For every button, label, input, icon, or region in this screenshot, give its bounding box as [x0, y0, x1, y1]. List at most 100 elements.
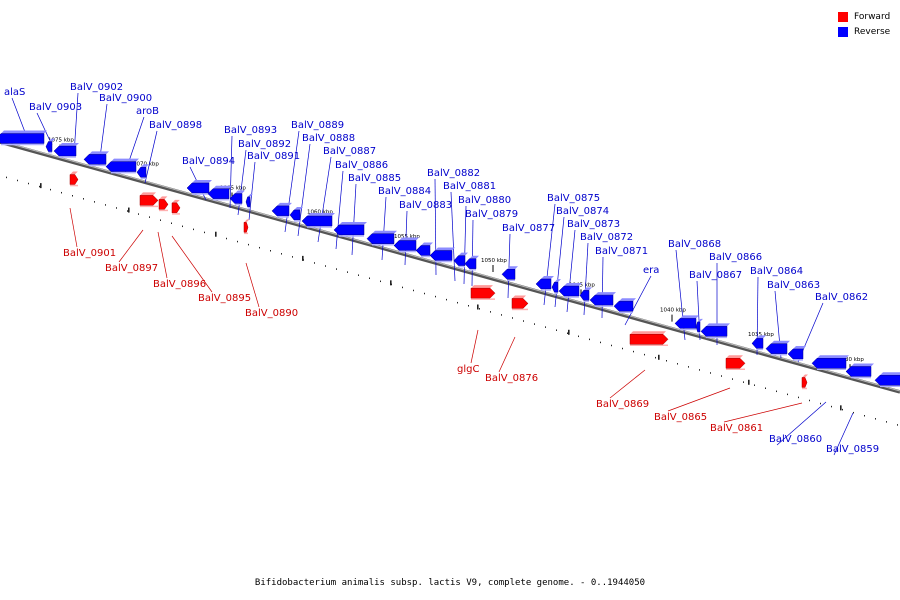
- reverse-gene-label[interactable]: aroB: [136, 106, 159, 117]
- reverse-gene-arrow[interactable]: [579, 287, 592, 303]
- reverse-gene-arrow[interactable]: [674, 315, 699, 331]
- forward-gene-label[interactable]: BalV_0876: [485, 373, 538, 384]
- reverse-gene-label[interactable]: BalV_0871: [595, 246, 648, 257]
- forward-gene-label[interactable]: BalV_0896: [153, 279, 206, 290]
- forward-gene-arrow[interactable]: [69, 171, 79, 187]
- reverse-gene-arrow[interactable]: [535, 275, 554, 291]
- forward-gene-arrow[interactable]: [801, 374, 808, 390]
- reverse-gene-label[interactable]: BalV_0864: [750, 266, 803, 277]
- reverse-gene-arrow[interactable]: [765, 340, 790, 356]
- reverse-gene-label[interactable]: BalV_0884: [378, 186, 431, 197]
- reverse-gene-arrow[interactable]: [751, 335, 766, 351]
- reverse-gene-arrow[interactable]: [271, 202, 292, 218]
- forward-gene-arrow[interactable]: [139, 192, 159, 208]
- forward-gene-label[interactable]: glgC: [457, 364, 479, 375]
- forward-gene-arrow[interactable]: [243, 219, 250, 235]
- reverse-gene-label[interactable]: BalV_0872: [580, 232, 633, 243]
- reverse-gene-label[interactable]: BalV_0867: [689, 270, 742, 281]
- reverse-gene-label[interactable]: BalV_0891: [247, 151, 300, 162]
- minor-tick: [281, 253, 282, 255]
- forward-gene-arrow[interactable]: [725, 355, 746, 371]
- minor-tick: [578, 335, 579, 338]
- reverse-gene-label[interactable]: BalV_0892: [238, 139, 291, 150]
- forward-gene-arrow[interactable]: [171, 199, 181, 215]
- reverse-gene-label[interactable]: BalV_0903: [29, 102, 82, 113]
- reverse-gene-label[interactable]: BalV_0886: [335, 160, 388, 171]
- legend-item-forward[interactable]: Forward: [838, 9, 890, 24]
- forward-gene-label[interactable]: BalV_0861: [710, 423, 763, 434]
- reverse-gene-label[interactable]: BalV_0885: [348, 173, 401, 184]
- reverse-gene-arrow[interactable]: [0, 130, 47, 146]
- reverse-leader-line: [776, 401, 827, 446]
- reverse-gene-arrow[interactable]: [558, 283, 582, 298]
- reverse-gene-arrow[interactable]: [83, 151, 109, 167]
- reverse-gene-arrow[interactable]: [245, 193, 253, 209]
- reverse-gene-arrow[interactable]: [301, 213, 335, 228]
- reverse-gene-arrow[interactable]: [845, 363, 874, 379]
- reverse-gene-arrow[interactable]: [207, 185, 232, 201]
- reverse-gene-arrow[interactable]: [415, 242, 433, 258]
- minor-tick: [204, 231, 205, 234]
- reverse-gene-arrow[interactable]: [393, 237, 419, 253]
- reverse-gene-arrow[interactable]: [613, 298, 636, 313]
- gene-arrow-top: [159, 196, 168, 200]
- forward-gene-label[interactable]: BalV_0901: [63, 248, 116, 259]
- reverse-gene-label[interactable]: BalV_0860: [769, 434, 822, 445]
- reverse-gene-label[interactable]: BalV_0875: [547, 193, 600, 204]
- reverse-gene-label[interactable]: BalV_0866: [709, 252, 762, 263]
- reverse-gene-label[interactable]: BalV_0877: [502, 223, 555, 234]
- reverse-gene-arrow[interactable]: [874, 372, 900, 387]
- reverse-gene-arrow[interactable]: [589, 292, 616, 307]
- reverse-gene-arrow[interactable]: [811, 355, 849, 371]
- reverse-gene-label[interactable]: BalV_0880: [458, 195, 511, 206]
- reverse-gene-arrow[interactable]: [464, 255, 479, 271]
- forward-gene-arrow[interactable]: [629, 331, 669, 347]
- reverse-gene-label[interactable]: BalV_0887: [323, 146, 376, 157]
- reverse-gene-arrow[interactable]: [700, 323, 730, 339]
- reverse-gene-arrow[interactable]: [333, 221, 367, 237]
- forward-gene-label[interactable]: BalV_0897: [105, 263, 158, 274]
- reverse-gene-label[interactable]: BalV_0893: [224, 125, 277, 136]
- reverse-gene-arrow[interactable]: [229, 190, 245, 206]
- forward-gene-label[interactable]: BalV_0865: [654, 412, 707, 423]
- reverse-gene-label[interactable]: era: [643, 265, 659, 276]
- reverse-gene-label[interactable]: BalV_0859: [826, 444, 879, 455]
- reverse-gene-arrow[interactable]: [787, 345, 806, 361]
- reverse-gene-arrow[interactable]: [53, 143, 79, 158]
- reverse-gene-arrow[interactable]: [45, 138, 55, 154]
- reverse-gene-arrow[interactable]: [136, 164, 149, 180]
- reverse-gene-label[interactable]: BalV_0888: [302, 133, 355, 144]
- forward-gene-arrow[interactable]: [158, 196, 169, 212]
- reverse-gene-label[interactable]: BalV_0862: [815, 292, 868, 303]
- reverse-gene-arrow[interactable]: [186, 180, 212, 195]
- forward-gene-arrow[interactable]: [470, 285, 496, 300]
- reverse-gene-arrow[interactable]: [289, 206, 303, 222]
- reverse-gene-arrow[interactable]: [366, 230, 397, 246]
- reverse-gene-label[interactable]: BalV_0889: [291, 120, 344, 131]
- reverse-gene-arrow[interactable]: [453, 252, 468, 268]
- reverse-gene-label[interactable]: BalV_0894: [182, 156, 235, 167]
- forward-gene-label[interactable]: BalV_0869: [596, 399, 649, 410]
- reverse-gene-arrow[interactable]: [105, 158, 139, 174]
- forward-gene-label[interactable]: BalV_0890: [245, 308, 298, 319]
- reverse-gene-label[interactable]: alaS: [4, 87, 25, 98]
- reverse-gene-label[interactable]: BalV_0898: [149, 120, 202, 131]
- reverse-gene-label[interactable]: BalV_0874: [556, 206, 609, 217]
- reverse-gene-arrow[interactable]: [551, 279, 561, 294]
- forward-gene-label[interactable]: BalV_0895: [198, 293, 251, 304]
- reverse-gene-label[interactable]: BalV_0902: [70, 82, 123, 93]
- reverse-gene-label[interactable]: BalV_0900: [99, 93, 152, 104]
- minor-tick: [358, 274, 359, 276]
- reverse-gene-label[interactable]: BalV_0881: [443, 181, 496, 192]
- reverse-gene-label[interactable]: BalV_0879: [465, 209, 518, 220]
- legend-item-reverse[interactable]: Reverse: [838, 24, 890, 39]
- reverse-gene-arrow[interactable]: [695, 318, 703, 334]
- reverse-gene-label[interactable]: BalV_0868: [668, 239, 721, 250]
- reverse-gene-arrow[interactable]: [429, 247, 455, 263]
- reverse-gene-label[interactable]: BalV_0882: [427, 168, 480, 179]
- reverse-gene-arrow[interactable]: [501, 266, 518, 281]
- reverse-gene-label[interactable]: BalV_0873: [567, 219, 620, 230]
- reverse-gene-label[interactable]: BalV_0883: [399, 200, 452, 211]
- forward-gene-arrow[interactable]: [511, 295, 529, 311]
- reverse-gene-label[interactable]: BalV_0863: [767, 280, 820, 291]
